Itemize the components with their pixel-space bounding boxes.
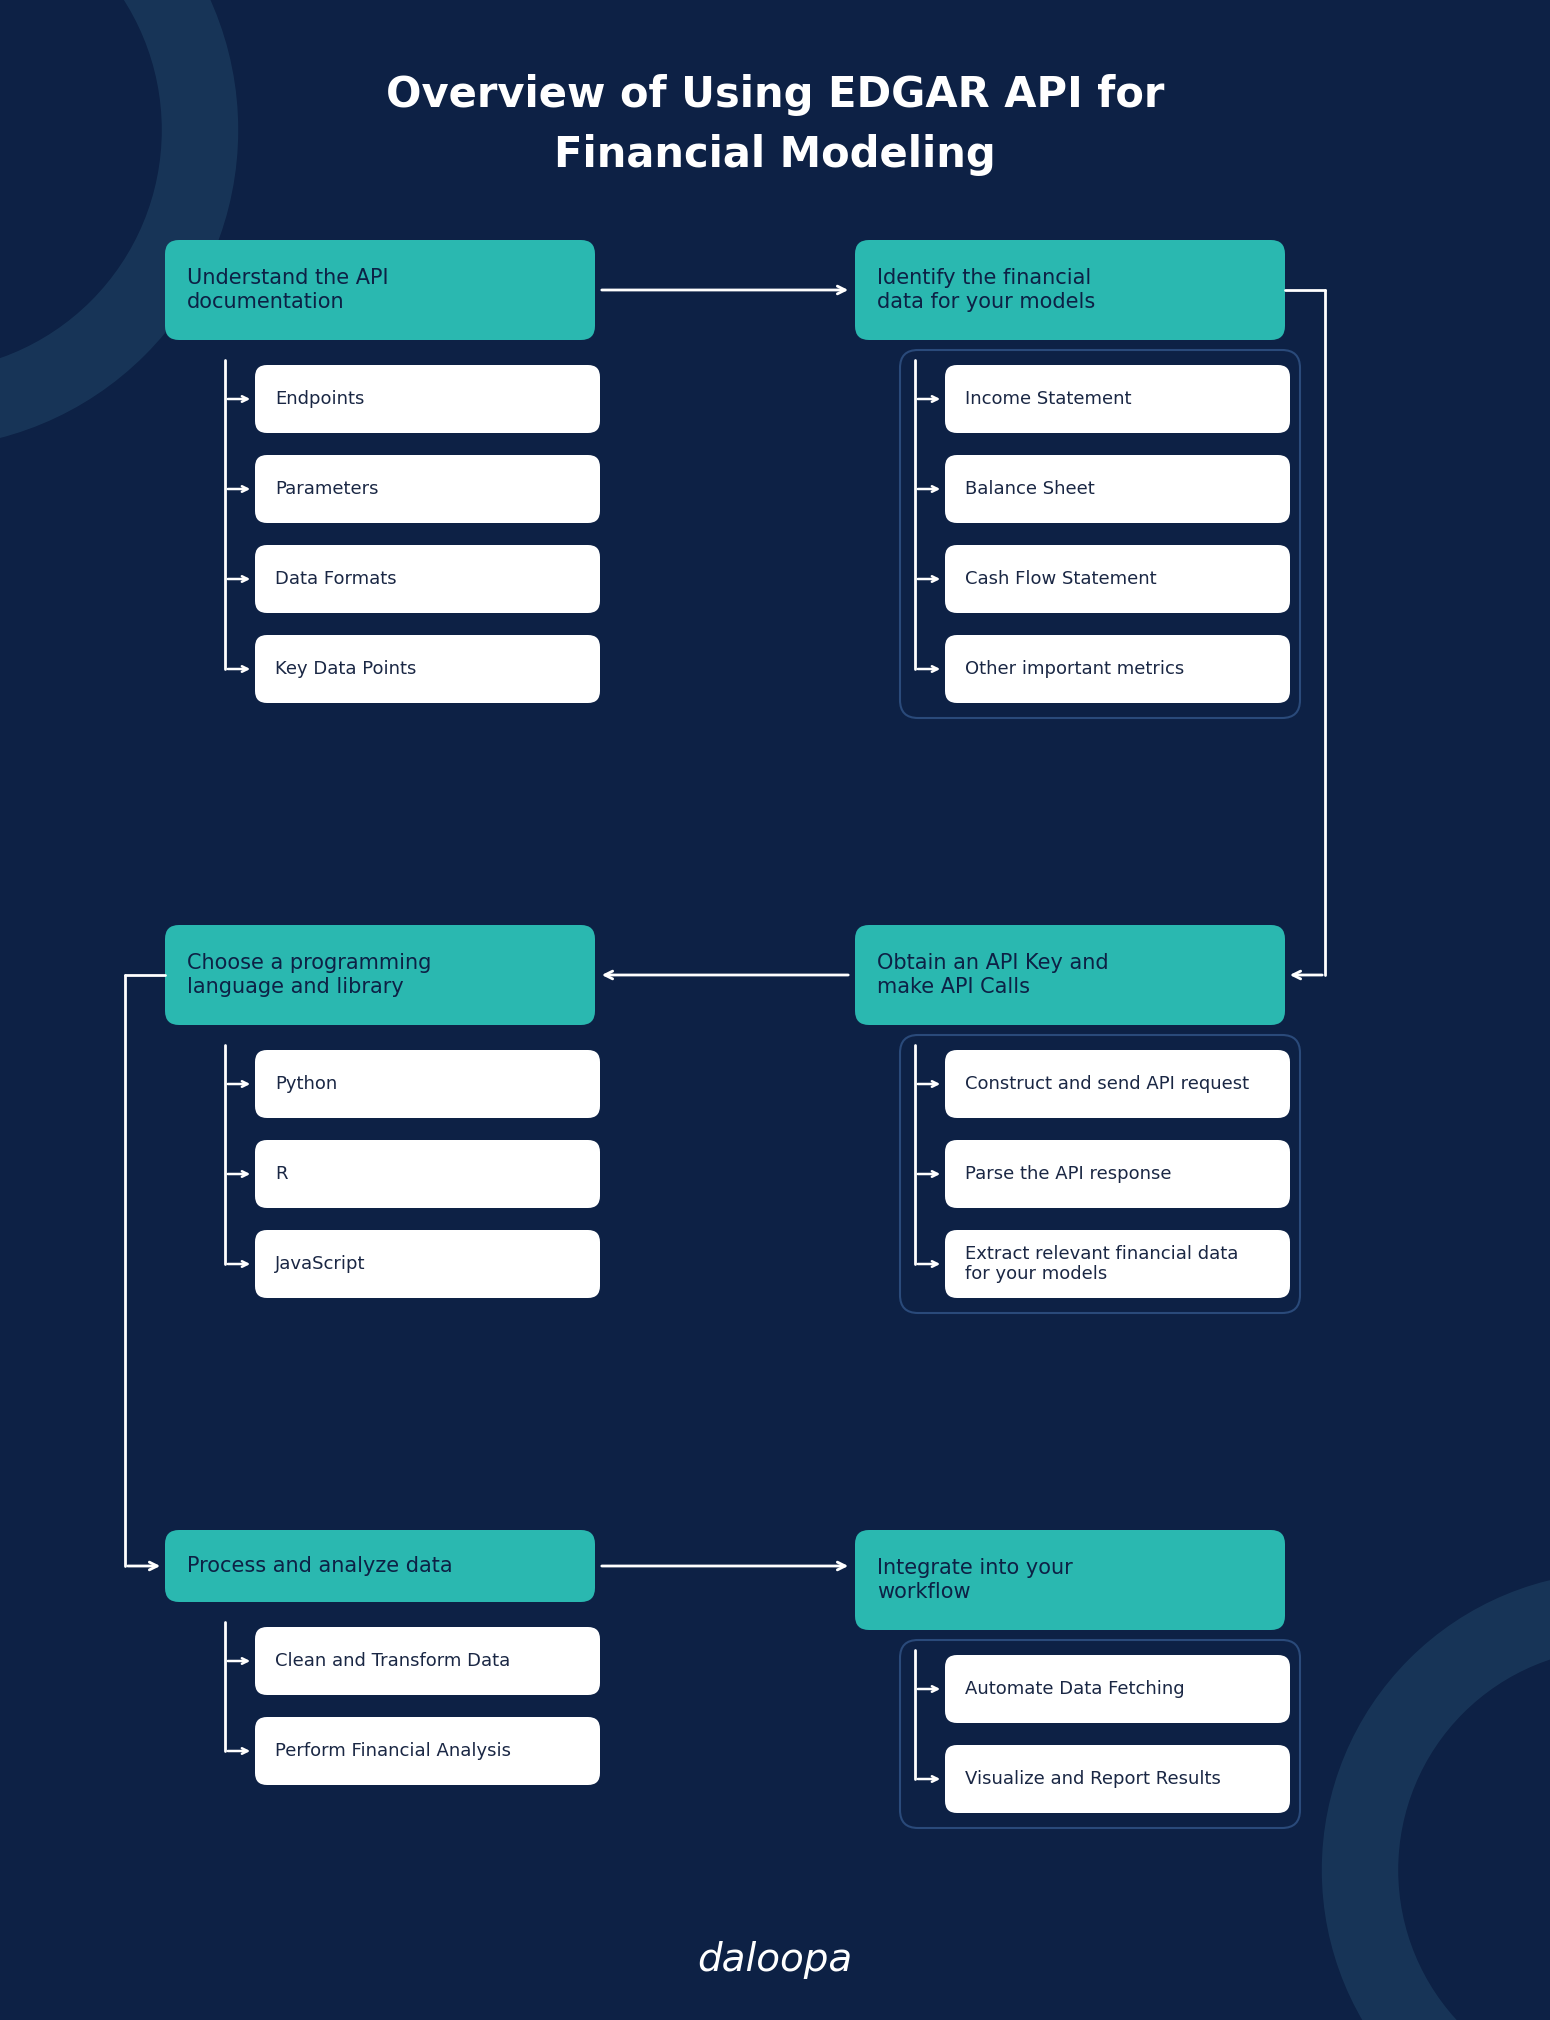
Text: Financial Modeling: Financial Modeling [555, 133, 995, 176]
Text: Understand the API
documentation: Understand the API documentation [188, 269, 389, 311]
FancyBboxPatch shape [946, 1745, 1290, 1814]
Text: Construct and send API request: Construct and send API request [966, 1075, 1249, 1093]
Text: Clean and Transform Data: Clean and Transform Data [274, 1652, 510, 1671]
Text: Endpoints: Endpoints [274, 390, 364, 408]
FancyBboxPatch shape [946, 366, 1290, 432]
Text: Process and analyze data: Process and analyze data [188, 1555, 453, 1576]
FancyBboxPatch shape [946, 454, 1290, 523]
Text: Balance Sheet: Balance Sheet [966, 481, 1094, 499]
FancyBboxPatch shape [256, 366, 600, 432]
FancyBboxPatch shape [946, 1050, 1290, 1117]
FancyBboxPatch shape [256, 634, 600, 703]
FancyBboxPatch shape [256, 1230, 600, 1299]
Text: Parameters: Parameters [274, 481, 378, 499]
Text: Identify the financial
data for your models: Identify the financial data for your mod… [877, 269, 1096, 311]
FancyBboxPatch shape [256, 1139, 600, 1208]
FancyBboxPatch shape [946, 1230, 1290, 1299]
Text: Automate Data Fetching: Automate Data Fetching [966, 1681, 1184, 1699]
Text: Income Statement: Income Statement [966, 390, 1132, 408]
Text: JavaScript: JavaScript [274, 1254, 366, 1273]
Text: Cash Flow Statement: Cash Flow Statement [966, 570, 1156, 588]
FancyBboxPatch shape [946, 545, 1290, 612]
Text: Extract relevant financial data
for your models: Extract relevant financial data for your… [966, 1244, 1238, 1283]
Text: Choose a programming
language and library: Choose a programming language and librar… [188, 953, 431, 996]
FancyBboxPatch shape [856, 1529, 1285, 1630]
FancyBboxPatch shape [256, 545, 600, 612]
Text: Data Formats: Data Formats [274, 570, 397, 588]
FancyBboxPatch shape [164, 1529, 595, 1602]
FancyBboxPatch shape [256, 1626, 600, 1695]
FancyBboxPatch shape [946, 1139, 1290, 1208]
Text: Visualize and Report Results: Visualize and Report Results [966, 1770, 1221, 1788]
FancyBboxPatch shape [256, 1050, 600, 1117]
FancyBboxPatch shape [256, 1717, 600, 1786]
FancyBboxPatch shape [856, 240, 1285, 339]
FancyBboxPatch shape [164, 925, 595, 1024]
Text: Python: Python [274, 1075, 338, 1093]
Text: Overview of Using EDGAR API for: Overview of Using EDGAR API for [386, 75, 1164, 115]
Text: Obtain an API Key and
make API Calls: Obtain an API Key and make API Calls [877, 953, 1108, 996]
FancyBboxPatch shape [856, 925, 1285, 1024]
Text: Integrate into your
workflow: Integrate into your workflow [877, 1557, 1073, 1602]
FancyBboxPatch shape [946, 1654, 1290, 1723]
FancyBboxPatch shape [164, 240, 595, 339]
FancyBboxPatch shape [946, 634, 1290, 703]
Text: daloopa: daloopa [698, 1941, 852, 1980]
FancyBboxPatch shape [256, 454, 600, 523]
Text: Parse the API response: Parse the API response [966, 1166, 1172, 1184]
Text: Key Data Points: Key Data Points [274, 661, 417, 679]
Text: Other important metrics: Other important metrics [966, 661, 1184, 679]
Text: Perform Financial Analysis: Perform Financial Analysis [274, 1741, 512, 1759]
Text: R: R [274, 1166, 287, 1184]
